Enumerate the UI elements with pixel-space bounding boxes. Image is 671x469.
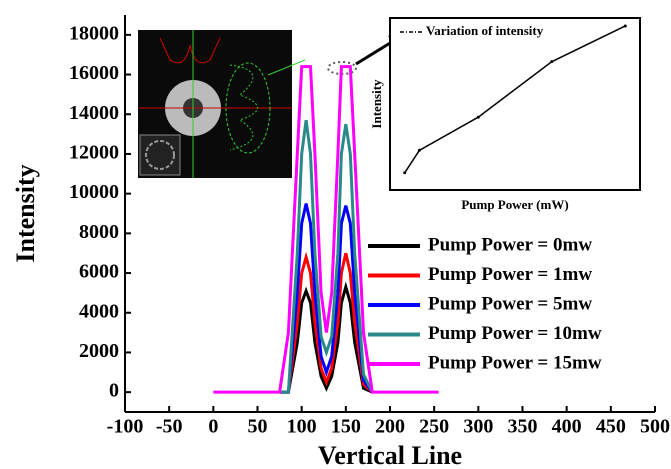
point <box>403 171 407 175</box>
x-tick-label: 100 <box>287 416 317 438</box>
y-axis-title: Intensity <box>11 164 40 262</box>
legend-label: Pump Power = 1mw <box>428 264 592 285</box>
x-tick-label: 200 <box>375 416 405 438</box>
x-tick-label: 350 <box>508 416 538 438</box>
series-line <box>279 251 374 394</box>
x-axis-title: Pump Power (mW) <box>461 197 568 212</box>
point <box>476 115 480 119</box>
series-line <box>279 120 374 394</box>
legend-label: Variation of intensity <box>426 23 544 38</box>
series-line <box>279 281 373 394</box>
y-tick-label: 8000 <box>79 221 119 243</box>
x-tick-label: 50 <box>248 416 268 438</box>
y-tick-label: 16000 <box>69 62 119 84</box>
x-tick-label: -100 <box>107 416 144 438</box>
x-tick-label: 250 <box>419 416 449 438</box>
profile-ellipse <box>225 62 271 154</box>
profile-green <box>229 64 258 151</box>
y-tick-label: 18000 <box>69 22 119 44</box>
y-axis-title: Intensity <box>369 79 384 129</box>
series-line <box>279 203 374 394</box>
series-line <box>213 65 439 394</box>
legend-label: Pump Power = 5mw <box>428 293 592 314</box>
x-tick-label: 500 <box>640 416 670 438</box>
pattern-spiral <box>145 140 175 170</box>
y-tick-label: 2000 <box>79 340 119 362</box>
pointer-line <box>267 59 306 76</box>
inset-frame <box>389 17 641 191</box>
point <box>550 60 554 64</box>
x-axis-title: Vertical Line <box>318 441 462 469</box>
inset-image <box>138 30 306 178</box>
legend-label: Pump Power = 0mw <box>428 234 592 255</box>
y-tick-label: 14000 <box>69 102 119 124</box>
y-tick-label: 4000 <box>79 300 119 322</box>
main-plot: 0200040006000800010000120001400016000180… <box>11 15 670 469</box>
arrow-shaft <box>355 38 396 66</box>
x-tick-label: 400 <box>552 416 582 438</box>
legend-label: Pump Power = 15mw <box>428 352 602 373</box>
legend-label: Pump Power = 10mw <box>428 323 602 344</box>
point <box>417 148 421 152</box>
inset-plot: Pump Power (mW) Intensity Variation of int… <box>369 17 641 212</box>
y-tick-label: 0 <box>109 380 119 402</box>
point <box>623 24 627 28</box>
x-tick-label: 300 <box>463 416 493 438</box>
x-tick-label: -50 <box>156 416 183 438</box>
y-tick-label: 12000 <box>69 142 119 164</box>
y-tick-label: 6000 <box>79 261 119 283</box>
x-tick-label: 450 <box>596 416 626 438</box>
profile-red <box>159 37 221 64</box>
x-tick-label: 0 <box>208 416 218 438</box>
x-tick-label: 150 <box>331 416 361 438</box>
y-tick-label: 10000 <box>69 181 119 203</box>
